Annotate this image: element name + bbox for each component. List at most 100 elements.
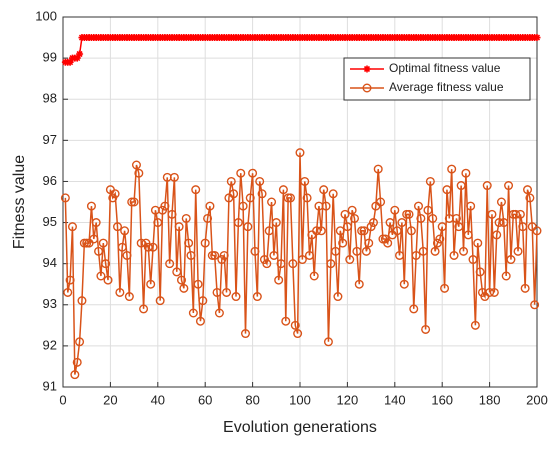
point [383, 238, 393, 248]
point [326, 259, 336, 269]
point [442, 185, 452, 195]
point [210, 250, 220, 260]
point [219, 250, 229, 260]
x-tick-label: 200 [526, 392, 548, 407]
point [136, 238, 146, 248]
point [447, 164, 457, 174]
x-tick-label: 40 [151, 392, 165, 407]
point [437, 222, 447, 232]
point [309, 271, 319, 281]
point [501, 271, 511, 281]
point [184, 238, 194, 248]
point [113, 222, 123, 232]
point [456, 181, 466, 191]
point [392, 226, 402, 236]
point [506, 255, 516, 265]
point [131, 160, 141, 170]
point [418, 246, 428, 256]
point [409, 304, 419, 314]
point [302, 193, 312, 203]
point [77, 296, 87, 306]
point [129, 197, 139, 207]
point [96, 271, 106, 281]
point [368, 218, 378, 228]
point [492, 230, 502, 240]
point [122, 250, 132, 260]
point [66, 58, 74, 66]
point [364, 238, 374, 248]
point [124, 292, 134, 302]
point [188, 308, 198, 318]
point [482, 181, 492, 191]
x-tick-label: 0 [59, 392, 66, 407]
point [110, 189, 120, 199]
point [203, 213, 213, 223]
point [414, 201, 424, 211]
point [295, 148, 305, 158]
point [494, 218, 504, 228]
point [205, 201, 215, 211]
point [345, 255, 355, 265]
point [276, 259, 286, 269]
point [530, 300, 540, 310]
point [238, 201, 248, 211]
point [252, 292, 262, 302]
point [347, 205, 357, 215]
point [167, 209, 177, 219]
point [172, 267, 182, 277]
point [143, 242, 153, 252]
point [89, 234, 99, 244]
y-tick-label: 99 [43, 50, 57, 65]
point [523, 185, 533, 195]
x-tick-label: 160 [431, 392, 453, 407]
point [257, 189, 267, 199]
x-tick-label: 100 [289, 392, 311, 407]
point [532, 226, 542, 236]
point [316, 226, 326, 236]
point [428, 213, 438, 223]
point [525, 193, 535, 203]
point [359, 226, 369, 236]
point [250, 246, 260, 256]
x-tick-label: 20 [103, 392, 117, 407]
legend-label: Optimal fitness value [389, 61, 501, 75]
point [248, 168, 258, 178]
point [191, 185, 201, 195]
x-tick-label: 180 [479, 392, 501, 407]
point [459, 246, 469, 256]
point [425, 176, 435, 186]
point [518, 222, 528, 232]
point [153, 218, 163, 228]
y-tick-label: 96 [43, 173, 57, 188]
point [423, 205, 433, 215]
point [290, 320, 300, 330]
point [451, 213, 461, 223]
point [515, 209, 525, 219]
point [146, 279, 156, 289]
point [399, 279, 409, 289]
point [321, 201, 331, 211]
x-tick-label: 60 [198, 392, 212, 407]
point [165, 259, 175, 269]
point [243, 222, 253, 232]
point [496, 197, 506, 207]
point [198, 296, 208, 306]
point [323, 337, 333, 347]
point [174, 222, 184, 232]
point [134, 168, 144, 178]
y-tick-label: 100 [35, 8, 57, 23]
point [86, 201, 96, 211]
point [335, 226, 345, 236]
point [63, 287, 73, 297]
point [271, 218, 281, 228]
point [475, 267, 485, 277]
x-tick-label: 140 [384, 392, 406, 407]
y-tick-label: 92 [43, 337, 57, 352]
point [473, 238, 483, 248]
point [395, 250, 405, 260]
plot-frame [62, 16, 538, 388]
point [454, 222, 464, 232]
point [181, 213, 191, 223]
point [262, 259, 272, 269]
